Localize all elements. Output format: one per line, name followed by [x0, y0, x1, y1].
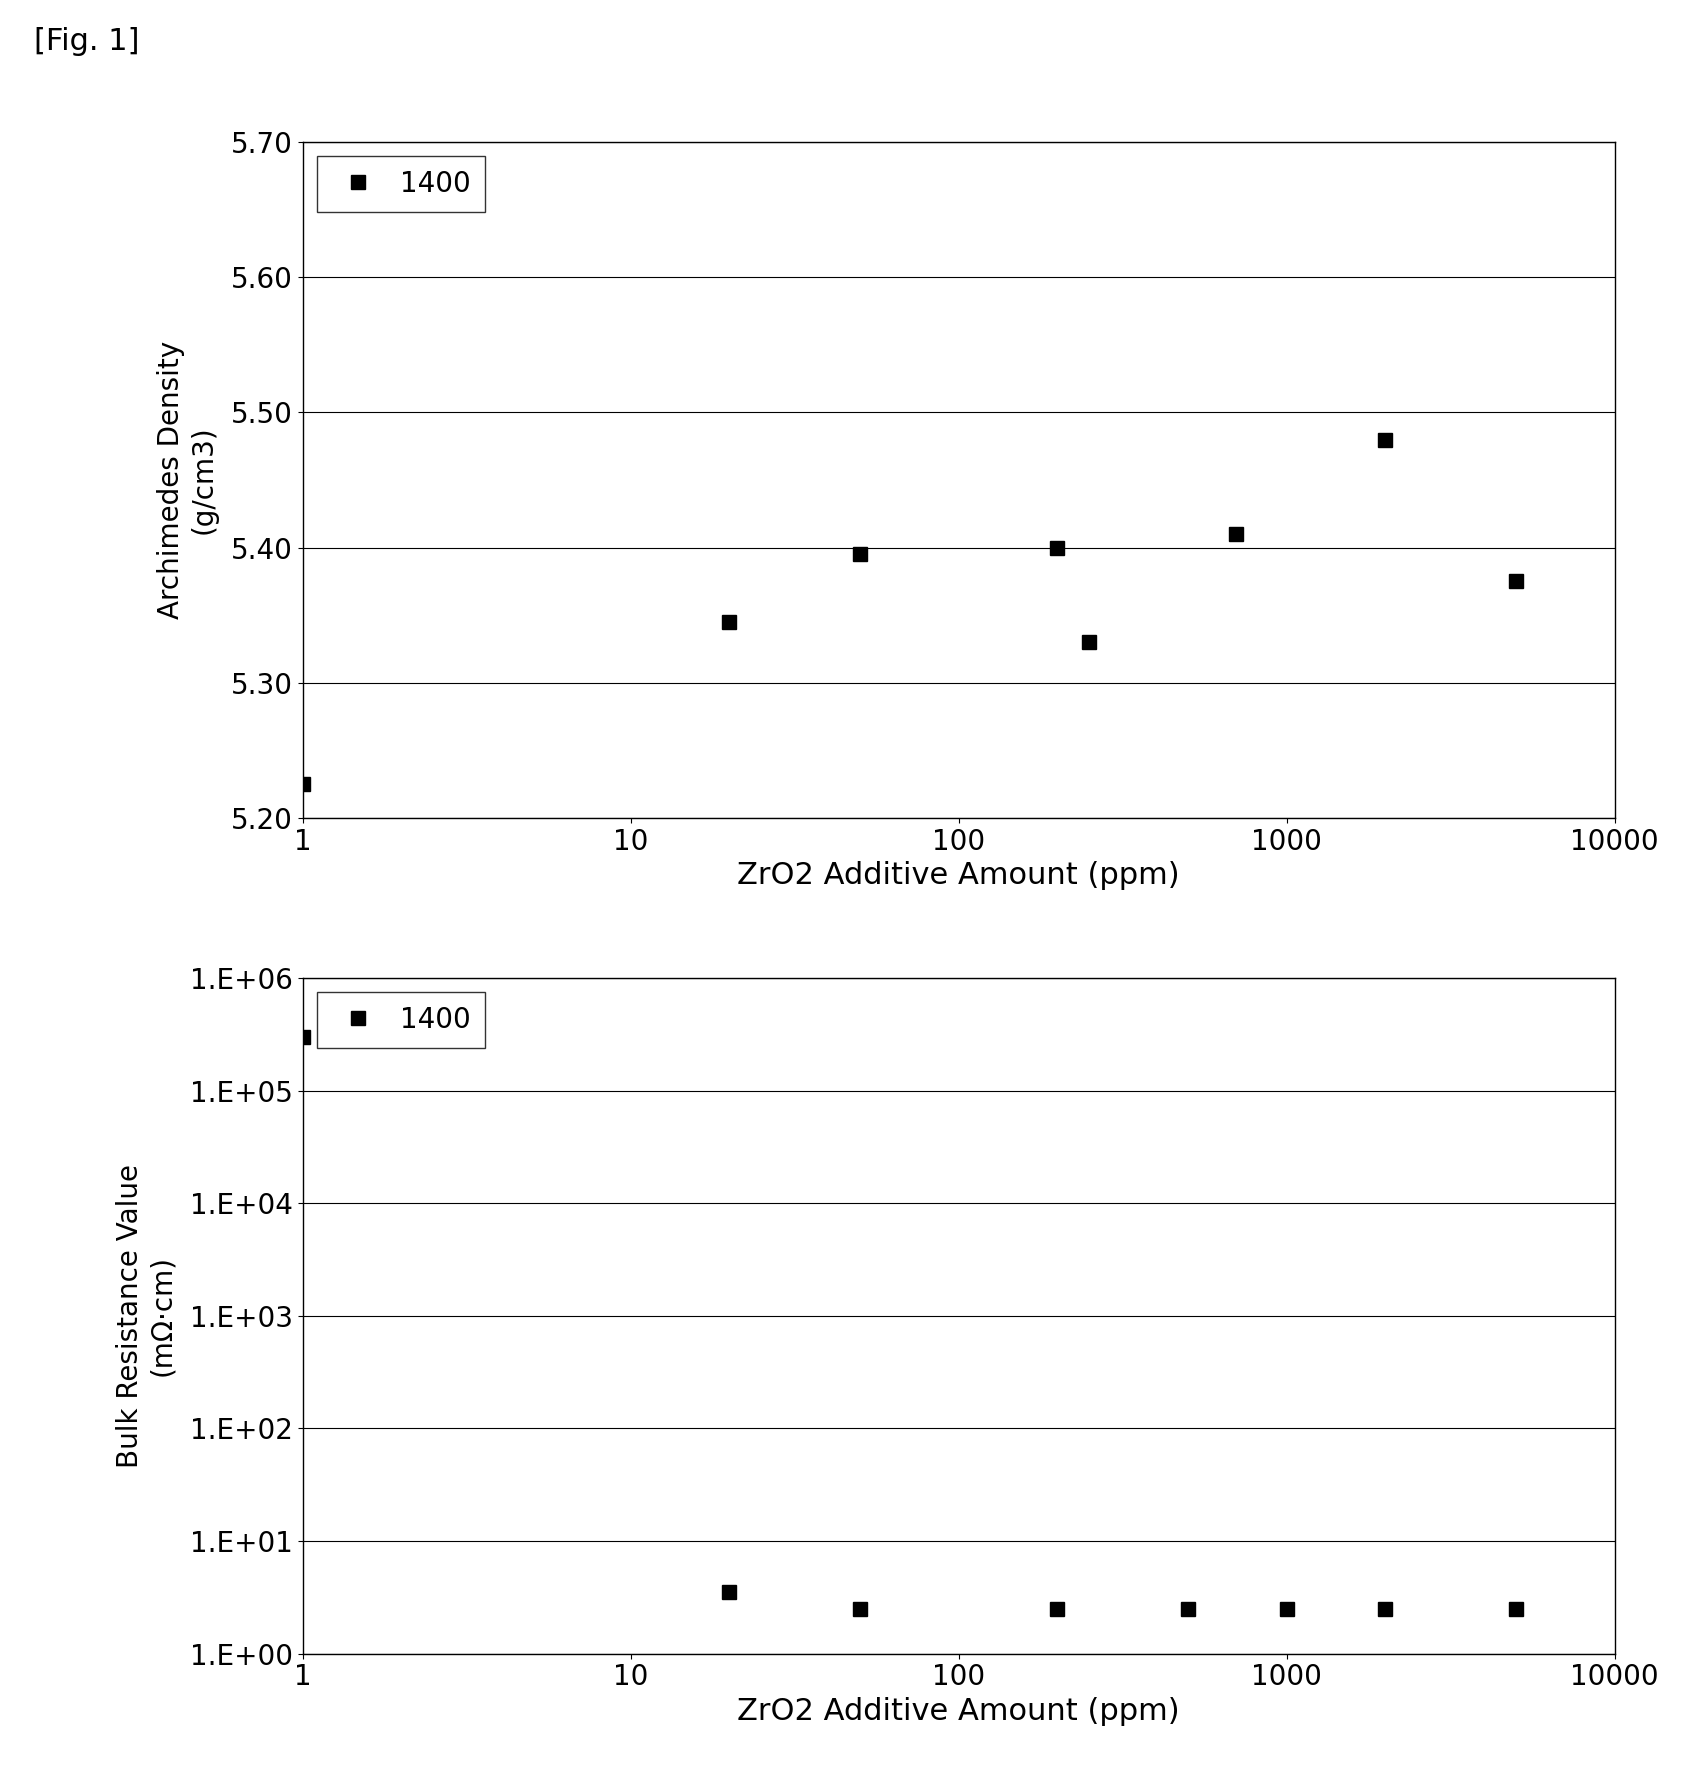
Legend: 1400: 1400 — [316, 992, 484, 1047]
Text: [Fig. 1]: [Fig. 1] — [34, 27, 140, 55]
Y-axis label: Bulk Resistance Value
(mΩ·cm): Bulk Resistance Value (mΩ·cm) — [116, 1165, 177, 1467]
X-axis label: ZrO2 Additive Amount (ppm): ZrO2 Additive Amount (ppm) — [737, 1696, 1181, 1726]
Y-axis label: Archimedes Density
(g/cm3): Archimedes Density (g/cm3) — [156, 341, 217, 619]
Legend: 1400: 1400 — [316, 156, 484, 212]
X-axis label: ZrO2 Additive Amount (ppm): ZrO2 Additive Amount (ppm) — [737, 861, 1181, 891]
